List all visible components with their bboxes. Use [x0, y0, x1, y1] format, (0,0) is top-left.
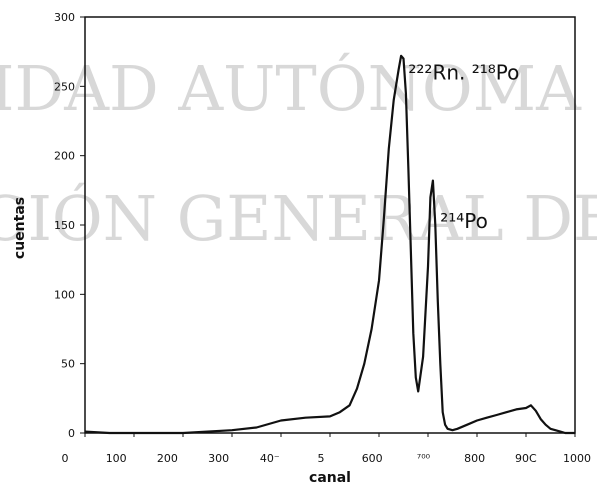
x-tick-label: 40⁻ — [260, 452, 280, 465]
y-axis-ticks: 0 50 100 150 200 250 300 — [54, 11, 85, 440]
x-axis-label: canal — [309, 470, 351, 486]
y-tick-label: 150 — [54, 219, 75, 232]
x-tick-label: ⁷⁰⁰ — [417, 452, 431, 465]
x-tick-label: 600 — [362, 452, 383, 465]
y-axis-label: cuentas — [12, 197, 28, 259]
x-tick-label: 100 — [106, 452, 127, 465]
watermark-line-2: CIÓN GENERAL DE BIBL — [0, 182, 597, 255]
y-tick-label: 50 — [61, 358, 75, 371]
y-tick-label: 300 — [54, 11, 75, 24]
series-line — [84, 54, 575, 435]
annotation-rn-po: ²²²Rn. ²¹⁸Po — [408, 60, 519, 84]
x-tick-label: 5 — [318, 452, 325, 465]
y-tick-label: 200 — [54, 150, 75, 163]
x-tick-label: 300 — [208, 452, 229, 465]
x-tick-label: 800 — [464, 452, 485, 465]
y-tick-label: 100 — [54, 288, 75, 301]
y-tick-label: 0 — [68, 427, 75, 440]
annotation-po: ²¹⁴Po — [440, 209, 488, 233]
x-axis-ticks: 0 100 200 300 40⁻ 5 600 ⁷⁰⁰ 800 90C 1000 — [62, 433, 591, 465]
x-tick-label: 1000 — [563, 452, 591, 465]
x-tick-label: 90C — [515, 452, 537, 465]
y-tick-label: 250 — [54, 80, 75, 93]
x-tick-label: 200 — [157, 452, 178, 465]
watermark-line-1: IDAD AUTÓNOMA DE — [0, 52, 597, 125]
x-tick-label: 0 — [62, 452, 69, 465]
